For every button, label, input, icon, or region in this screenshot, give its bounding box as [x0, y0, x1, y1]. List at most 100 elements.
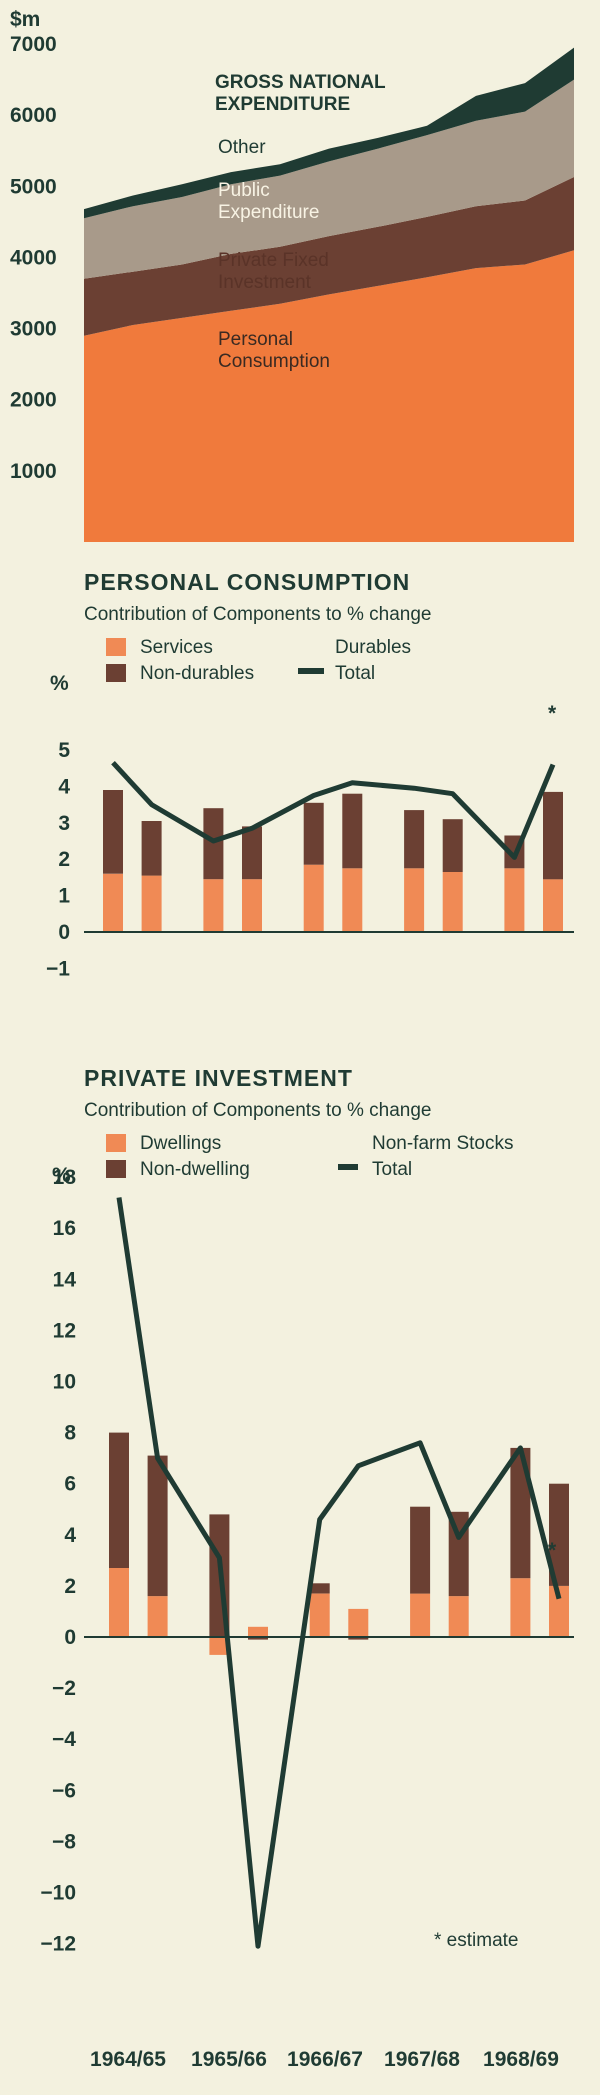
- pi-bar-dwellings: [448, 1596, 469, 1637]
- legend-label-dwellings: Dwellings: [140, 1133, 221, 1154]
- pi-bar-nondwelling: [109, 1432, 129, 1568]
- other-label: Other: [218, 137, 266, 158]
- pi-y-tick: 16: [53, 1217, 76, 1240]
- pi-y-tick: 12: [53, 1319, 76, 1342]
- x-label-1965-66: 1965/66: [191, 2048, 267, 2071]
- pi-bar-nondwelling: [309, 1583, 330, 1594]
- pc-bar-services: [303, 864, 324, 932]
- x-label-1966-67: 1966/67: [287, 2048, 363, 2071]
- pi-y-tick: 14: [53, 1268, 77, 1291]
- gne-label-line2: EXPENDITURE: [215, 94, 350, 115]
- gne-label-line1: GROSS NATIONAL: [215, 72, 386, 93]
- pc-title: PERSONAL CONSUMPTION: [84, 569, 410, 595]
- area-personal-consumption: [84, 250, 574, 543]
- legend-swatch-nondurables: [106, 664, 126, 682]
- pc-y-tick: 1: [58, 885, 70, 908]
- pi-bar-nondwelling: [248, 1637, 268, 1640]
- pi-bar-dwellings: [309, 1593, 330, 1637]
- pi-subtitle: Contribution of Components to % change: [84, 1100, 432, 1121]
- pc-bar-services: [543, 879, 563, 932]
- pc-subtitle: Contribution of Components to % change: [84, 604, 432, 625]
- pi-y-tick: −4: [52, 1728, 76, 1751]
- pc-legend: Services Durables Non-durables Total: [106, 637, 411, 684]
- area-layers: [84, 47, 574, 543]
- pc-bar-services: [342, 868, 363, 932]
- pc-bar-services: [242, 879, 262, 932]
- gne-y-tick: 1000: [10, 460, 57, 483]
- personal-consumption-chart: PERSONAL CONSUMPTION Contribution of Com…: [46, 569, 574, 980]
- pi-y-tick: −8: [52, 1830, 76, 1853]
- personal-label-line2: Consumption: [218, 351, 330, 372]
- pi-total-line: [116, 1197, 562, 1949]
- pc-bars: [103, 790, 563, 932]
- pc-total-line: [111, 761, 556, 860]
- legend-swatch-total: [298, 668, 324, 674]
- pi-estimate-note: * estimate: [434, 1930, 518, 1951]
- gne-label: GROSS NATIONAL EXPENDITURE: [215, 72, 391, 115]
- pc-y-tick: 0: [58, 921, 70, 944]
- legend-swatch-services: [106, 638, 126, 656]
- pc-bar-services: [103, 873, 123, 932]
- pc-y-tick: 5: [58, 739, 70, 762]
- private-fixed-label-line1: Private Fixed: [218, 250, 329, 271]
- pc-estimate-marker: *: [548, 702, 557, 725]
- pi-y-tick: 10: [53, 1371, 76, 1394]
- pc-bar-nondurables: [203, 808, 224, 880]
- legend-swatch-nondwelling: [106, 1160, 126, 1178]
- pi-bar-dwellings: [147, 1596, 168, 1637]
- pc-bar-services: [504, 868, 525, 932]
- pi-y-tick: 6: [64, 1473, 76, 1496]
- pi-y-tick: −6: [52, 1779, 76, 1802]
- pi-title: PRIVATE INVESTMENT: [84, 1065, 353, 1091]
- pc-bar-nondurables: [141, 821, 162, 876]
- personal-consumption-label: Personal Consumption: [218, 329, 330, 372]
- pc-y-ticks: 5 4 3 2 1 0 −1: [46, 739, 70, 980]
- legend-label-total-pi: Total: [372, 1159, 412, 1180]
- pi-bar-dwellings: [348, 1608, 369, 1637]
- pc-y-tick: 3: [58, 812, 70, 835]
- pc-bar-services: [141, 875, 162, 932]
- legend-swatch-dwellings: [106, 1134, 126, 1152]
- pc-bar-nondurables: [242, 826, 262, 880]
- public-label-line1: Public: [218, 180, 270, 201]
- pi-bar-dwellings: [248, 1626, 268, 1637]
- pi-y-tick: 2: [64, 1575, 76, 1598]
- legend-label-services: Services: [140, 637, 213, 658]
- public-label-line2: Expenditure: [218, 202, 319, 223]
- pi-bar-nondwelling: [510, 1447, 531, 1579]
- pc-y-tick: 2: [58, 848, 70, 871]
- pi-bar-dwellings: [109, 1568, 129, 1637]
- area-other: [84, 47, 574, 219]
- pi-bar-nondwelling: [147, 1455, 168, 1597]
- pi-bar-dwellings: [549, 1585, 569, 1637]
- x-axis-labels: 1964/65 1965/66 1966/67 1967/68 1968/69: [90, 2048, 559, 2071]
- pc-bar-nondurables: [442, 819, 463, 872]
- gne-y-tick: 2000: [10, 389, 57, 412]
- area-private-fixed-investment: [84, 177, 574, 336]
- pi-bar-nondwelling: [549, 1483, 569, 1586]
- pc-bar-services: [404, 868, 425, 932]
- pc-bar-nondurables: [303, 802, 324, 865]
- pc-y-tick: 4: [58, 775, 70, 798]
- pc-bar-nondurables: [342, 793, 363, 869]
- pi-y-tick: −2: [52, 1677, 76, 1700]
- pi-y-ticks: 18 16 14 12 10 8 6 4 2 0 −2 −4 −6 −8 −10 −12: [40, 1166, 76, 1956]
- x-label-1967-68: 1967/68: [384, 2048, 460, 2071]
- legend-label-durables: Durables: [335, 637, 411, 658]
- legend-label-nonfarm-stocks: Non-farm Stocks: [372, 1133, 513, 1154]
- pi-y-tick: 8: [64, 1422, 76, 1445]
- pc-bar-services: [203, 879, 224, 932]
- pi-y-tick: 0: [64, 1626, 76, 1649]
- pc-bar-services: [442, 871, 463, 932]
- legend-swatch-total-pi: [338, 1164, 358, 1170]
- legend-label-nondwelling: Non-dwelling: [140, 1159, 250, 1180]
- private-investment-chart: PRIVATE INVESTMENT Contribution of Compo…: [40, 1065, 574, 1956]
- pi-y-tick: −10: [40, 1882, 76, 1905]
- gne-y-tick: 3000: [10, 318, 57, 341]
- pi-bar-dwellings: [510, 1578, 531, 1637]
- pc-y-unit: %: [50, 672, 69, 695]
- x-label-1968-69: 1968/69: [483, 2048, 559, 2071]
- pi-bar-nondwelling: [348, 1637, 369, 1640]
- gne-y-tick: 7000: [10, 33, 57, 56]
